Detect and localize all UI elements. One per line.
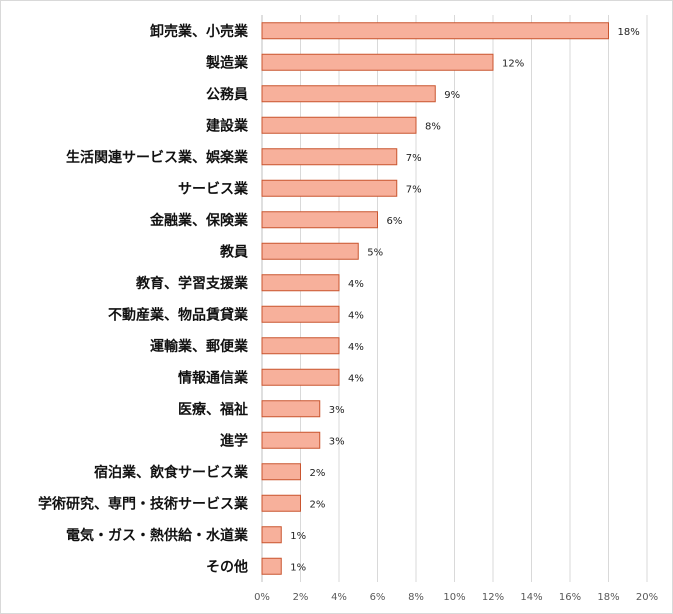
bar	[261, 116, 417, 134]
bar-data-label: 8%	[425, 121, 441, 132]
category-label: 製造業	[205, 54, 249, 71]
bar	[261, 526, 282, 544]
x-tick-label: 4%	[331, 592, 347, 603]
category-label: 建設業	[206, 117, 249, 134]
bar	[261, 431, 321, 449]
category-label: 学術研究、専門・技術サービス業	[38, 495, 249, 512]
bar-data-label: 5%	[367, 247, 383, 258]
bar	[261, 337, 340, 355]
category-label: 宿泊業、飲食サービス業	[94, 464, 249, 481]
bar-data-label: 4%	[348, 279, 364, 290]
category-label: サービス業	[178, 180, 249, 197]
bar-data-label: 4%	[348, 342, 364, 353]
x-axis-tick-labels: 0% 2% 4% 6% 8% 10% 12% 14% 16% 18% 20%	[254, 592, 658, 603]
category-label: 生活関連サービス業、娯楽業	[66, 149, 249, 166]
bar-data-label: 6%	[387, 216, 403, 227]
category-label: その他	[206, 558, 248, 575]
bar-data-label: 4%	[348, 310, 364, 321]
bar	[261, 85, 436, 103]
x-tick-label: 0%	[254, 592, 270, 603]
bar	[261, 557, 282, 575]
bar-data-label: 12%	[502, 58, 524, 69]
bar-data-label: 18%	[618, 27, 640, 38]
category-label: 不動産業、物品賃貸業	[108, 306, 249, 323]
bar	[261, 494, 301, 512]
category-label: 運輸業、郵便業	[150, 338, 249, 355]
bar-data-label: 2%	[310, 468, 326, 479]
bar-data-label: 1%	[290, 562, 306, 573]
bar	[261, 53, 494, 71]
bar-data-label: 4%	[348, 373, 364, 384]
bar	[261, 305, 340, 323]
category-labels: 卸売業、小売業製造業公務員建設業生活関連サービス業、娯楽業サービス業金融業、保険…	[38, 23, 249, 576]
bar-data-label: 9%	[444, 90, 460, 101]
category-label: 教育、学習支援業	[136, 275, 249, 292]
x-tick-label: 18%	[597, 592, 619, 603]
category-label: 電気・ガス・熱供給・水道業	[66, 527, 249, 544]
category-label: 公務員	[206, 86, 248, 103]
bar	[261, 274, 340, 292]
bar-data-label: 1%	[290, 531, 306, 542]
bar	[261, 463, 301, 481]
category-label: 卸売業、小売業	[150, 23, 249, 40]
x-tick-label: 10%	[443, 592, 465, 603]
x-tick-label: 2%	[293, 592, 309, 603]
bar-data-label: 7%	[406, 153, 422, 164]
bar-data-label: 3%	[329, 436, 345, 447]
x-tick-label: 14%	[520, 592, 542, 603]
x-tick-label: 8%	[408, 592, 424, 603]
gridlines	[261, 15, 648, 582]
bar	[261, 22, 609, 40]
x-tick-label: 12%	[482, 592, 504, 603]
category-label: 進学	[220, 432, 248, 449]
x-tick-label: 16%	[559, 592, 581, 603]
bar-data-label: 2%	[310, 499, 326, 510]
category-label: 金融業、保険業	[149, 212, 249, 229]
bar	[261, 368, 340, 386]
bar	[261, 179, 398, 197]
category-label: 医療、福祉	[178, 401, 248, 418]
x-tick-label: 6%	[370, 592, 386, 603]
bar	[261, 211, 378, 229]
data-labels: 18% 12% 9% 8% 7% 7% 6% 5% 4% 4% 4% 4% 3% 3% 2% 2% 1% 1%	[290, 27, 639, 574]
bar-data-label: 3%	[329, 405, 345, 416]
x-tick-label: 20%	[636, 592, 658, 603]
bars	[261, 22, 609, 575]
bar-data-label: 7%	[406, 184, 422, 195]
bar	[261, 242, 359, 260]
bar	[261, 400, 321, 418]
category-label: 教員	[220, 243, 248, 260]
bar	[261, 148, 398, 166]
category-label: 情報通信業	[178, 369, 249, 386]
